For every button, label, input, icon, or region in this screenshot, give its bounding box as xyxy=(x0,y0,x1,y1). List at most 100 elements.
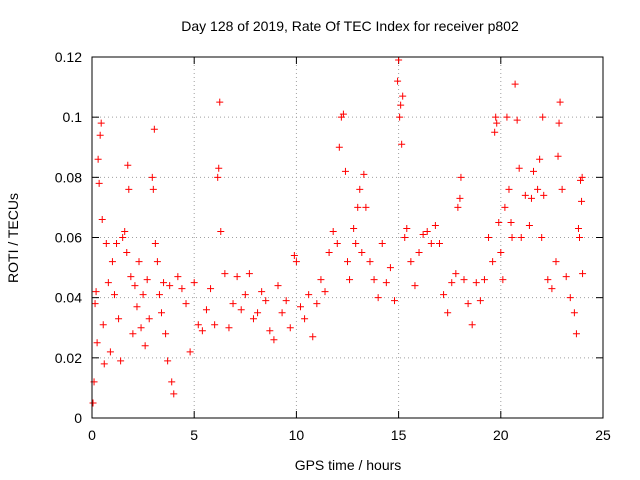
data-point xyxy=(97,119,105,127)
data-point xyxy=(91,300,99,308)
data-point xyxy=(505,185,513,193)
data-point xyxy=(102,240,110,248)
data-point xyxy=(440,291,448,299)
data-point xyxy=(168,378,176,386)
data-point xyxy=(93,339,101,347)
data-point xyxy=(511,80,519,88)
y-tick-label: 0.1 xyxy=(63,109,83,125)
data-point xyxy=(98,215,106,223)
data-point xyxy=(339,110,347,118)
data-point xyxy=(508,234,516,241)
data-point xyxy=(548,285,556,293)
data-point xyxy=(539,113,547,121)
data-point xyxy=(151,240,159,248)
data-point xyxy=(166,282,174,290)
data-point xyxy=(558,185,566,193)
data-point xyxy=(313,300,321,308)
data-point xyxy=(354,203,362,211)
data-point xyxy=(448,279,456,287)
data-point xyxy=(123,249,131,257)
data-point xyxy=(540,191,548,199)
data-point xyxy=(335,143,343,151)
data-point xyxy=(135,258,143,266)
y-axis-label: ROTI / TECUs xyxy=(5,193,21,283)
data-point xyxy=(237,306,245,314)
y-tick-label: 0.04 xyxy=(55,290,82,306)
data-point xyxy=(419,230,427,238)
data-point xyxy=(527,194,535,202)
data-point xyxy=(95,179,103,187)
data-point xyxy=(499,276,507,284)
data-point xyxy=(578,173,586,181)
data-point xyxy=(350,224,358,232)
x-axis-label: GPS time / hours xyxy=(295,457,402,473)
data-point xyxy=(575,234,583,241)
data-point xyxy=(125,185,133,193)
data-point xyxy=(96,131,104,139)
data-point xyxy=(178,285,186,293)
data-point xyxy=(358,249,366,257)
x-tick-label: 25 xyxy=(595,427,611,443)
data-point xyxy=(415,249,423,257)
data-point xyxy=(108,258,116,266)
data-point xyxy=(202,306,210,314)
data-point xyxy=(110,291,118,299)
data-point xyxy=(139,291,147,299)
data-point xyxy=(341,167,349,175)
data-point xyxy=(464,300,472,308)
data-point xyxy=(572,330,580,338)
data-point xyxy=(403,224,411,232)
data-point xyxy=(186,348,194,356)
data-point xyxy=(460,276,468,284)
x-tick-label: 0 xyxy=(88,427,96,443)
data-point xyxy=(423,227,431,235)
data-point xyxy=(382,279,390,287)
data-point xyxy=(233,273,241,281)
data-point xyxy=(579,270,587,278)
data-point xyxy=(194,321,202,329)
data-point xyxy=(456,194,464,202)
data-point xyxy=(356,185,364,193)
data-point xyxy=(241,291,249,299)
data-points-layer xyxy=(89,56,587,407)
data-point xyxy=(521,191,529,199)
data-point xyxy=(124,161,132,169)
data-point xyxy=(225,324,233,332)
data-point xyxy=(216,98,224,106)
data-point xyxy=(129,330,137,338)
data-point xyxy=(333,240,341,248)
data-point xyxy=(552,258,560,266)
data-point xyxy=(556,98,564,106)
data-point xyxy=(538,234,546,241)
data-point xyxy=(435,240,443,248)
data-point xyxy=(305,291,313,299)
data-point xyxy=(149,185,157,193)
data-point xyxy=(544,276,552,284)
data-point xyxy=(133,303,141,311)
data-point xyxy=(292,258,300,266)
x-tick-label: 10 xyxy=(289,427,305,443)
data-point xyxy=(398,140,406,148)
data-point xyxy=(229,300,237,308)
data-point xyxy=(452,270,460,278)
data-point xyxy=(153,258,161,266)
tick-label-layer: 0 5 10 15 20 25 0 0.02 0.04 0.06 0.08 0.1 0.12 xyxy=(55,49,611,443)
data-point xyxy=(145,315,153,323)
data-point xyxy=(480,276,488,284)
data-point xyxy=(495,218,503,226)
data-point xyxy=(485,234,493,241)
data-point xyxy=(431,221,439,229)
data-point xyxy=(534,185,542,193)
data-point xyxy=(127,273,135,281)
data-point xyxy=(99,321,107,329)
data-point xyxy=(525,221,533,229)
data-point xyxy=(160,279,168,287)
data-point xyxy=(352,240,360,248)
data-point xyxy=(190,279,198,287)
data-point xyxy=(290,252,298,260)
data-point xyxy=(214,173,222,181)
data-point xyxy=(249,315,257,323)
x-tick-label: 15 xyxy=(391,427,407,443)
